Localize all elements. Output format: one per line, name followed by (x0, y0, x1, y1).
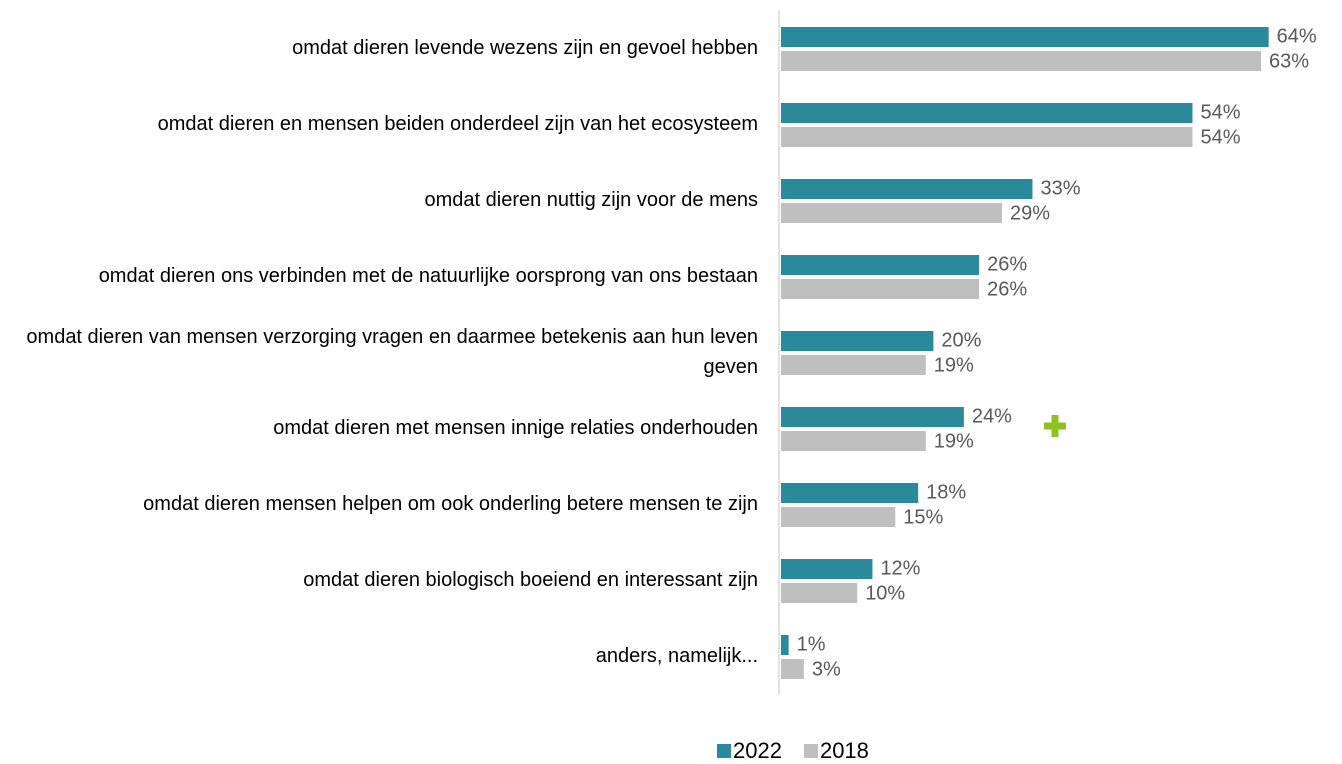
value-label: 26% (987, 278, 1027, 300)
category-label: omdat dieren biologisch boeiend en inter… (303, 569, 758, 591)
bar (781, 431, 926, 451)
category-label: omdat dieren levende wezens zijn en gevo… (292, 37, 758, 59)
value-label: 33% (1040, 177, 1080, 199)
value-label: 15% (903, 506, 943, 528)
bar (781, 27, 1269, 47)
value-label: 18% (926, 481, 966, 503)
value-label: 54% (1200, 101, 1240, 123)
value-label: 54% (1200, 126, 1240, 148)
category-label: anders, namelijk... (595, 645, 758, 667)
value-label: 1% (797, 633, 826, 655)
category-label: omdat dieren nuttig zijn voor de mens (424, 189, 758, 211)
value-label: 24% (972, 405, 1012, 427)
value-label: 19% (934, 354, 974, 376)
legend-label: 2018 (820, 738, 869, 763)
value-label: 12% (880, 557, 920, 579)
bar (781, 355, 926, 375)
value-label: 19% (934, 430, 974, 452)
bar (781, 407, 964, 427)
bar (781, 279, 980, 299)
category-label: omdat dieren en mensen beiden onderdeel … (157, 113, 758, 135)
value-label: 64% (1277, 25, 1317, 47)
legend-swatch (803, 744, 818, 758)
bar (781, 331, 934, 351)
bar (781, 507, 896, 527)
bar (781, 559, 873, 579)
bar (781, 203, 1002, 223)
bar (781, 483, 919, 503)
bar (781, 127, 1193, 147)
value-label: 3% (812, 658, 841, 680)
category-label: omdat dieren ons verbinden met de natuur… (98, 265, 758, 287)
significance-plus (1044, 415, 1066, 437)
category-label: omdat dieren met mensen innige relaties … (273, 417, 758, 439)
value-label: 20% (941, 329, 981, 351)
bar (781, 659, 804, 679)
legend-swatch (717, 744, 731, 758)
value-label: 10% (865, 582, 905, 604)
bar (781, 51, 1262, 71)
value-label: 29% (1010, 202, 1050, 224)
legend-label: 2022 (733, 738, 782, 763)
bar (781, 583, 858, 603)
bar (781, 179, 1033, 199)
bar (781, 255, 980, 275)
value-label: 63% (1269, 50, 1309, 72)
category-label: omdat dieren van mensen verzorging vrage… (26, 326, 758, 378)
bar (781, 103, 1193, 123)
value-label: 26% (987, 253, 1027, 275)
bar (781, 635, 789, 655)
category-label: omdat dieren mensen helpen om ook onderl… (143, 493, 758, 515)
